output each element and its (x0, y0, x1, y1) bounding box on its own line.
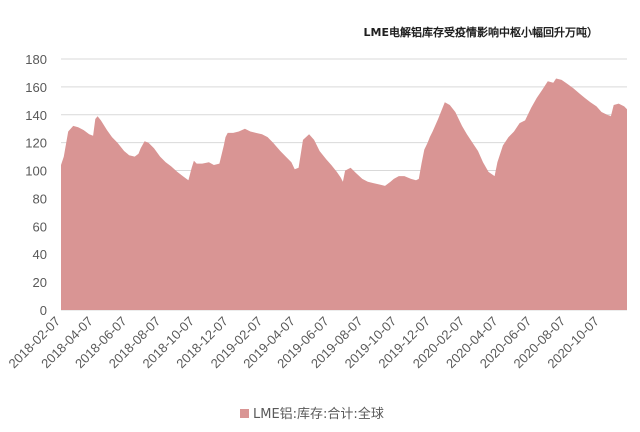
legend-swatch (240, 409, 249, 418)
y-tick-label: 180 (25, 52, 47, 67)
x-axis: 2018-02-072018-04-072018-06-072018-08-07… (5, 313, 602, 371)
y-tick-label: 60 (33, 219, 47, 234)
y-tick-label: 160 (25, 80, 47, 95)
y-axis: 0 20 40 60 80 100 120 140 160 180 (25, 52, 47, 318)
legend-label: LME铝:库存:合计:全球 (253, 406, 384, 422)
chart-title: LME电解铝库存受疫情影响中枢小幅回升万吨） (364, 25, 598, 39)
y-tick-label: 20 (33, 275, 47, 290)
y-tick-label: 120 (25, 136, 47, 151)
y-tick-label: 140 (25, 108, 47, 123)
y-tick-label: 0 (40, 303, 47, 318)
series-area-path (61, 78, 627, 310)
legend: LME铝:库存:合计:全球 (240, 406, 384, 422)
y-tick-label: 40 (33, 247, 47, 262)
y-tick-label: 80 (33, 191, 47, 206)
series-area (61, 78, 627, 310)
y-tick-label: 100 (25, 164, 47, 179)
